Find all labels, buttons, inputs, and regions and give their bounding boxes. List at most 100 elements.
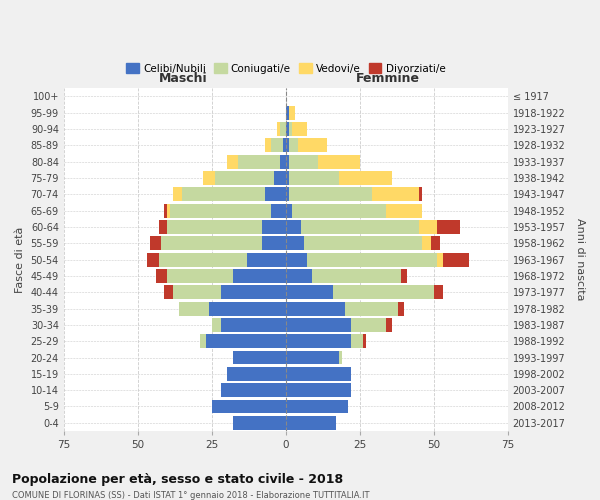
Bar (167, 220, 262, 234)
Bar (304, 236, 422, 250)
Bar (155, 269, 167, 283)
Bar (319, 155, 360, 168)
Bar (161, 236, 262, 250)
Bar (158, 252, 247, 266)
Bar (149, 236, 161, 250)
Bar (221, 383, 286, 397)
Bar (286, 204, 292, 218)
Bar (351, 334, 363, 348)
Bar (286, 286, 333, 299)
Bar (363, 334, 366, 348)
Bar (286, 334, 351, 348)
Bar (339, 171, 392, 185)
Bar (215, 171, 274, 185)
Bar (170, 204, 271, 218)
Bar (164, 286, 173, 299)
Bar (419, 188, 422, 202)
Bar (221, 318, 286, 332)
Y-axis label: Anni di nascita: Anni di nascita (575, 218, 585, 301)
Bar (286, 416, 336, 430)
Bar (173, 188, 182, 202)
Bar (292, 204, 386, 218)
Bar (179, 302, 209, 316)
Bar (286, 122, 289, 136)
Bar (200, 334, 206, 348)
Bar (289, 122, 292, 136)
Bar (262, 236, 286, 250)
Bar (286, 155, 289, 168)
Bar (286, 138, 289, 152)
Bar (277, 122, 280, 136)
Bar (437, 252, 443, 266)
Bar (221, 286, 286, 299)
Text: Maschi: Maschi (160, 72, 208, 85)
Bar (419, 220, 437, 234)
Bar (286, 220, 301, 234)
Bar (209, 302, 286, 316)
Bar (164, 204, 167, 218)
Bar (238, 155, 280, 168)
Bar (292, 122, 307, 136)
Bar (286, 236, 304, 250)
Bar (182, 188, 265, 202)
Bar (371, 188, 419, 202)
Legend: Celibi/Nubili, Coniugati/e, Vedovi/e, Divorziati/e: Celibi/Nubili, Coniugati/e, Vedovi/e, Di… (122, 59, 449, 78)
Bar (158, 220, 167, 234)
Bar (173, 286, 221, 299)
Bar (351, 318, 386, 332)
Bar (431, 236, 440, 250)
Bar (301, 220, 419, 234)
Bar (283, 138, 286, 152)
Text: Femmine: Femmine (356, 72, 420, 85)
Bar (307, 252, 437, 266)
Bar (437, 220, 460, 234)
Bar (286, 367, 351, 381)
Bar (146, 252, 158, 266)
Bar (401, 269, 407, 283)
Bar (434, 286, 443, 299)
Bar (298, 138, 327, 152)
Bar (167, 269, 233, 283)
Bar (262, 220, 286, 234)
Bar (286, 350, 339, 364)
Bar (233, 416, 286, 430)
Bar (339, 350, 342, 364)
Bar (280, 122, 286, 136)
Bar (286, 269, 313, 283)
Bar (167, 204, 170, 218)
Bar (398, 302, 404, 316)
Bar (247, 252, 286, 266)
Bar (286, 171, 289, 185)
Bar (206, 334, 286, 348)
Bar (286, 383, 351, 397)
Bar (274, 171, 286, 185)
Bar (286, 302, 345, 316)
Bar (345, 302, 398, 316)
Bar (271, 204, 286, 218)
Text: Popolazione per età, sesso e stato civile - 2018: Popolazione per età, sesso e stato civil… (12, 472, 343, 486)
Bar (286, 252, 307, 266)
Bar (422, 236, 431, 250)
Bar (286, 318, 351, 332)
Bar (265, 188, 286, 202)
Bar (386, 318, 392, 332)
Bar (286, 188, 289, 202)
Bar (313, 269, 401, 283)
Bar (286, 400, 348, 413)
Bar (386, 204, 422, 218)
Bar (203, 171, 215, 185)
Y-axis label: Fasce di età: Fasce di età (15, 226, 25, 293)
Bar (289, 171, 339, 185)
Bar (233, 269, 286, 283)
Bar (286, 106, 289, 120)
Bar (289, 155, 319, 168)
Bar (271, 138, 283, 152)
Bar (289, 188, 371, 202)
Bar (227, 155, 238, 168)
Bar (280, 155, 286, 168)
Bar (289, 106, 295, 120)
Bar (212, 318, 221, 332)
Text: COMUNE DI FLORINAS (SS) - Dati ISTAT 1° gennaio 2018 - Elaborazione TUTTITALIA.I: COMUNE DI FLORINAS (SS) - Dati ISTAT 1° … (12, 491, 370, 500)
Bar (212, 400, 286, 413)
Bar (227, 367, 286, 381)
